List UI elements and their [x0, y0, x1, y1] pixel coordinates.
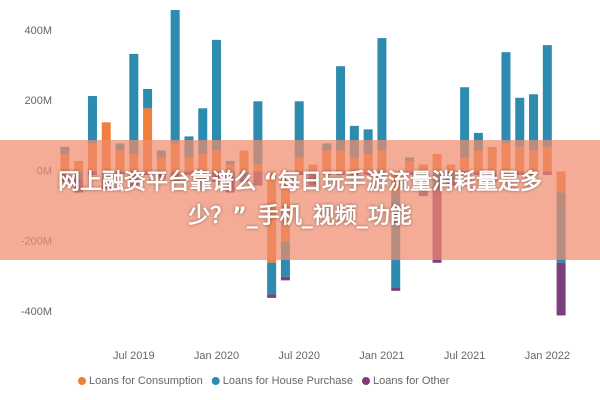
bar: [515, 97, 525, 147]
legend-marker: [211, 377, 220, 385]
bar: [377, 38, 387, 151]
bar: [212, 39, 222, 151]
x-tick-label: Jan 2020: [194, 350, 239, 362]
bar: [460, 87, 470, 158]
x-tick-label: Jan 2022: [525, 350, 570, 362]
bar: [129, 53, 139, 154]
bar: [336, 66, 346, 151]
banner-line: 少？”_手机_视频_功能: [188, 204, 412, 229]
x-tick-label: Jan 2021: [359, 350, 404, 362]
bar: [556, 262, 566, 316]
banner-line: 网上融资平台靠谱么 “每日玩手游流量消耗量是多: [57, 170, 543, 195]
bar: [170, 10, 180, 144]
legend-label: Loans for House Purchase: [223, 375, 353, 387]
bar: [267, 294, 277, 298]
legend-marker: [78, 377, 86, 385]
bar: [501, 52, 511, 144]
bar: [542, 45, 552, 147]
bar: [391, 287, 401, 291]
bar: [529, 94, 539, 151]
bar: [294, 101, 304, 158]
bar: [253, 101, 263, 165]
banner: 网上融资平台靠谱么 “每日玩手游流量消耗量是多 少？”_手机_视频_功能: [0, 140, 600, 260]
y-tick-label: 400M: [24, 25, 52, 37]
y-tick-label: 200M: [24, 95, 52, 107]
x-tick-label: Jul 2021: [444, 350, 486, 362]
bar: [143, 89, 153, 109]
legend-label: Loans for Consumption: [89, 375, 203, 387]
bar: [87, 96, 97, 144]
x-tick-label: Jul 2020: [278, 350, 320, 362]
x-tick-label: Jul 2019: [113, 350, 155, 362]
bar: [267, 262, 277, 295]
legend-marker: [361, 377, 370, 385]
legend-label: Loans for Other: [373, 375, 450, 387]
y-tick-label: -400M: [21, 306, 52, 318]
bar: [143, 108, 153, 172]
bar: [198, 108, 208, 154]
bar: [280, 276, 290, 281]
